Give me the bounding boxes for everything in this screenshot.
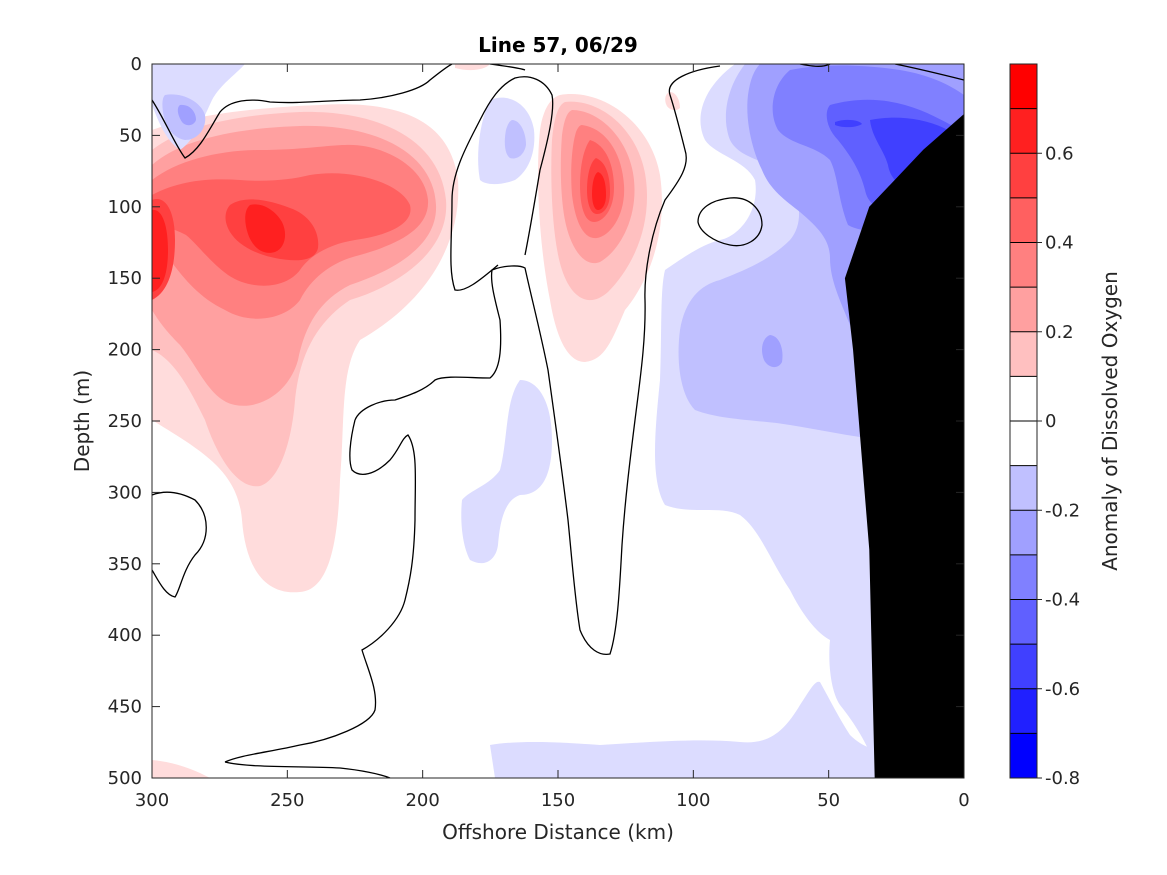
colorbar-band: [1010, 599, 1037, 645]
x-tick-label: 150: [541, 790, 575, 811]
negative-blob-mid: [762, 335, 783, 368]
zero-contour-line: [489, 64, 526, 71]
y-axis: 0 50 100 150 200 250 300 350 400 450 500: [108, 54, 964, 789]
contour-fill--0.1: [461, 380, 552, 564]
y-tick-label: 150: [108, 268, 142, 289]
y-tick-label: 200: [108, 340, 142, 361]
y-tick-label: 100: [108, 197, 142, 218]
chart-title: Line 57, 06/29: [478, 33, 638, 57]
contour-fill-0.7: [152, 204, 286, 292]
zero-contours: [152, 64, 964, 778]
colorbar-band: [1010, 197, 1037, 243]
x-tick-label: 200: [405, 790, 439, 811]
plot-area: [152, 64, 964, 778]
x-tick-label: 50: [817, 790, 840, 811]
contour-fill--0.3: [177, 104, 196, 126]
colorbar-tick-label: -0.8: [1045, 768, 1080, 789]
zero-contour-line: [224, 419, 417, 763]
x-axis: 300 250 200 150 100 50 0: [135, 64, 970, 811]
colorbar-tick-label: -0.2: [1045, 500, 1080, 521]
colorbar-band: [1010, 688, 1037, 734]
colorbar-band: [1010, 554, 1037, 600]
contour-fill-0.7: [592, 172, 606, 210]
colorbar-tick-label: 0: [1045, 411, 1056, 432]
colorbar-band: [1010, 108, 1037, 154]
positive-anomaly-central: [538, 94, 662, 362]
colorbar-tick-label: -0.4: [1045, 590, 1080, 611]
colorbar-band: [1010, 510, 1037, 555]
zero-contour-line: [224, 761, 391, 778]
colorbar-tick-label: 0.4: [1045, 233, 1074, 254]
zero-contour-line: [697, 197, 763, 247]
negative-anomaly-minor: [152, 64, 875, 778]
zero-contour-line: [152, 491, 207, 598]
y-tick-label: 300: [108, 482, 142, 503]
colorbar-band: [1010, 644, 1037, 689]
colorbar-band: [1010, 242, 1037, 288]
colorbar-tick-label: 0.2: [1045, 322, 1074, 343]
bathymetry-mask: [844, 113, 964, 778]
x-tick-label: 300: [135, 790, 169, 811]
y-tick-label: 400: [108, 625, 142, 646]
y-axis-label: Depth (m): [70, 370, 94, 472]
zero-contour-line: [354, 65, 721, 656]
zero-contour-line: [152, 64, 453, 159]
positive-anomaly-west: [152, 104, 459, 593]
colorbar-tick-label: -0.6: [1045, 679, 1080, 700]
x-tick-label: 0: [958, 790, 969, 811]
colorbar-band: [1010, 153, 1037, 198]
x-tick-label: 100: [676, 790, 710, 811]
colorbar-ticks: 0.6 0.4 0.2 0 -0.2 -0.4 -0.6 -0.8: [1037, 143, 1080, 789]
colorbar-band: [1010, 733, 1037, 778]
colorbar-band: [1010, 64, 1037, 109]
x-tick-label: 250: [270, 790, 304, 811]
zero-contour-line: [450, 76, 554, 291]
y-tick-label: 0: [131, 54, 142, 75]
y-tick-label: 50: [119, 125, 142, 146]
colorbar-label: Anomaly of Dissolved Oxygen: [1098, 271, 1122, 571]
colorbar-band: [1010, 465, 1037, 511]
y-tick-label: 350: [108, 554, 142, 575]
contour-fill--0.1: [490, 681, 875, 778]
colorbar: [1010, 64, 1037, 778]
colorbar-band: [1010, 287, 1037, 332]
colorbar-tick-label: 0.6: [1045, 143, 1074, 164]
y-tick-label: 450: [108, 697, 142, 718]
zero-contour-line: [894, 64, 964, 81]
colorbar-band: [1010, 331, 1037, 377]
y-tick-label: 250: [108, 411, 142, 432]
contour-fill--0.2: [504, 120, 526, 159]
x-axis-label: Offshore Distance (km): [442, 820, 674, 844]
y-tick-label: 500: [108, 768, 142, 789]
